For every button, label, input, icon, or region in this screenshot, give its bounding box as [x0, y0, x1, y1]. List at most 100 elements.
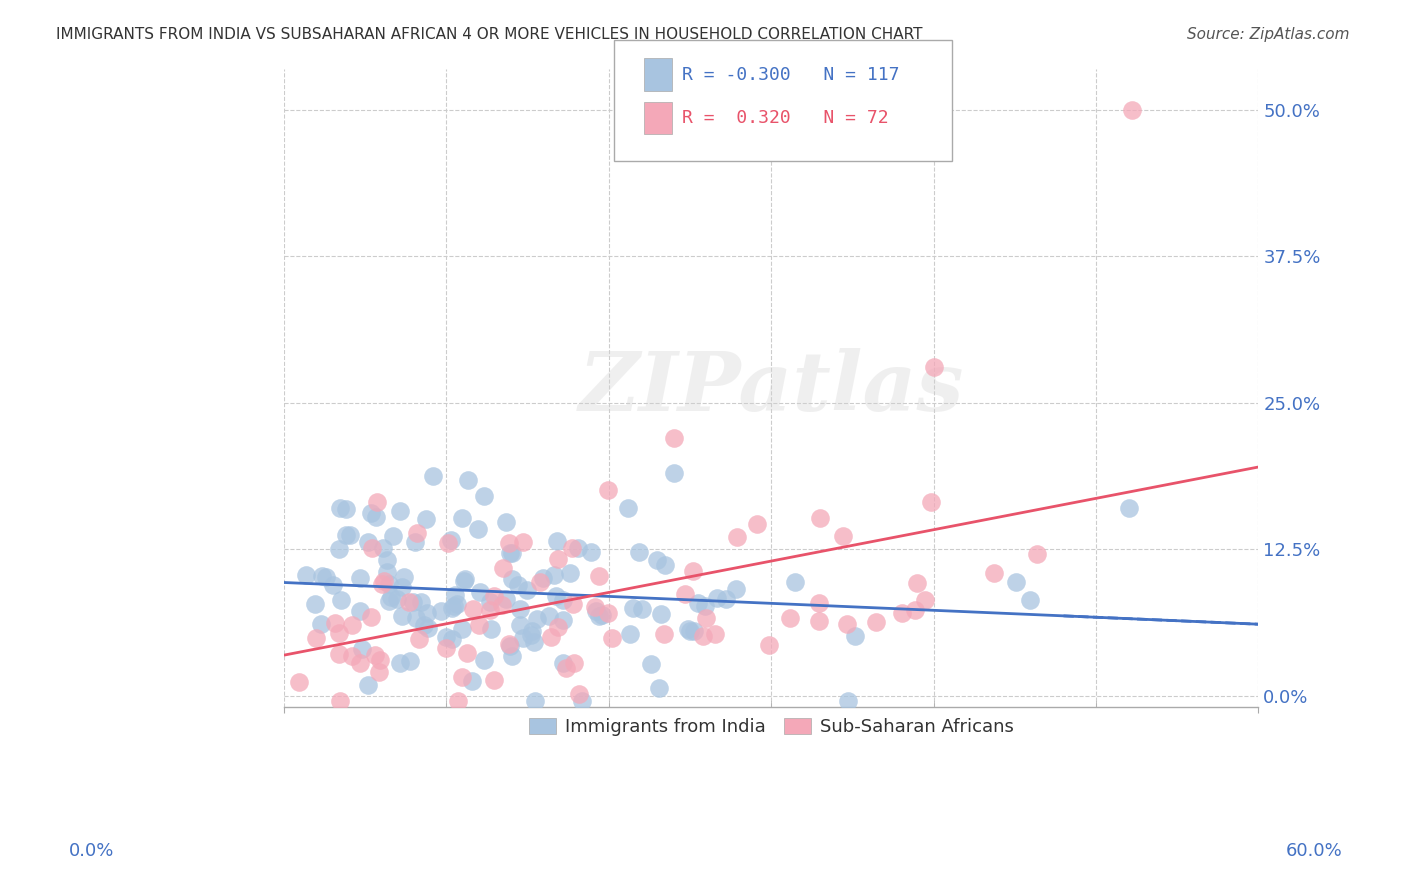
Point — [328, 647, 350, 661]
Point — [526, 612, 548, 626]
Point — [340, 617, 363, 632]
Point — [491, 561, 513, 575]
Point — [540, 630, 562, 644]
Point — [335, 528, 357, 542]
Point — [501, 572, 523, 586]
Point — [413, 618, 436, 632]
Point — [571, 694, 593, 708]
Point — [484, 589, 506, 603]
Point — [621, 600, 644, 615]
Point — [619, 627, 641, 641]
Point — [650, 607, 672, 621]
Point — [430, 604, 453, 618]
Point — [304, 632, 326, 646]
Point — [546, 590, 568, 604]
Point — [446, 598, 468, 612]
Point — [1025, 547, 1047, 561]
Point — [294, 568, 316, 582]
Point — [509, 617, 531, 632]
Point — [437, 536, 460, 550]
Point — [562, 656, 585, 670]
Point — [434, 630, 457, 644]
Point — [662, 431, 685, 445]
Point — [451, 669, 474, 683]
Point — [322, 578, 344, 592]
Point — [588, 609, 610, 624]
Point — [454, 572, 477, 586]
Point — [472, 489, 495, 503]
Point — [716, 592, 738, 607]
Point — [416, 621, 439, 635]
Point — [683, 624, 706, 638]
Point — [468, 618, 491, 632]
Point — [388, 656, 411, 670]
Point — [491, 599, 513, 613]
Point — [498, 536, 520, 550]
Point — [368, 653, 391, 667]
Point — [1118, 501, 1140, 516]
Point — [546, 533, 568, 548]
Point — [378, 577, 401, 591]
Point — [391, 608, 413, 623]
Text: 60.0%: 60.0% — [1286, 842, 1343, 860]
Point — [1019, 592, 1042, 607]
Point — [983, 566, 1005, 581]
Point — [399, 654, 422, 668]
Point — [647, 552, 669, 566]
Point — [349, 603, 371, 617]
Point — [837, 694, 859, 708]
Text: R =  0.320   N = 72: R = 0.320 N = 72 — [682, 109, 889, 127]
Point — [617, 501, 640, 516]
Point — [479, 622, 502, 636]
Point — [835, 617, 858, 632]
Point — [499, 639, 522, 653]
Point — [495, 591, 517, 606]
Point — [328, 626, 350, 640]
Point — [360, 506, 382, 520]
Point — [381, 529, 404, 543]
Point — [339, 527, 361, 541]
Point — [647, 681, 669, 696]
Point — [366, 495, 388, 509]
Point — [591, 608, 613, 623]
Point — [350, 641, 373, 656]
Point — [309, 617, 332, 632]
Point — [323, 615, 346, 630]
Point — [1121, 103, 1143, 117]
Point — [585, 604, 607, 618]
Point — [394, 570, 416, 584]
Point — [654, 558, 676, 573]
Point — [561, 541, 583, 555]
Point — [416, 606, 439, 620]
Point — [501, 546, 523, 560]
Point — [758, 638, 780, 652]
Point — [434, 641, 457, 656]
Point — [676, 622, 699, 636]
Point — [329, 593, 352, 607]
Text: R = -0.300   N = 117: R = -0.300 N = 117 — [682, 66, 900, 84]
Point — [364, 648, 387, 662]
Point — [512, 631, 534, 645]
Point — [808, 511, 831, 525]
Point — [520, 627, 543, 641]
Point — [560, 566, 582, 580]
Point — [551, 592, 574, 607]
Point — [547, 552, 569, 566]
Point — [405, 610, 427, 624]
Point — [678, 624, 700, 639]
Point — [378, 594, 401, 608]
Point — [547, 620, 569, 634]
Point — [501, 649, 523, 664]
Point — [631, 602, 654, 616]
Point — [807, 614, 830, 628]
Point — [388, 504, 411, 518]
Point — [406, 526, 429, 541]
Point — [682, 564, 704, 578]
Point — [288, 675, 311, 690]
Point — [478, 595, 501, 609]
Point — [509, 602, 531, 616]
Point — [402, 595, 425, 609]
Point — [523, 635, 546, 649]
Point — [600, 631, 623, 645]
Point — [315, 570, 337, 584]
